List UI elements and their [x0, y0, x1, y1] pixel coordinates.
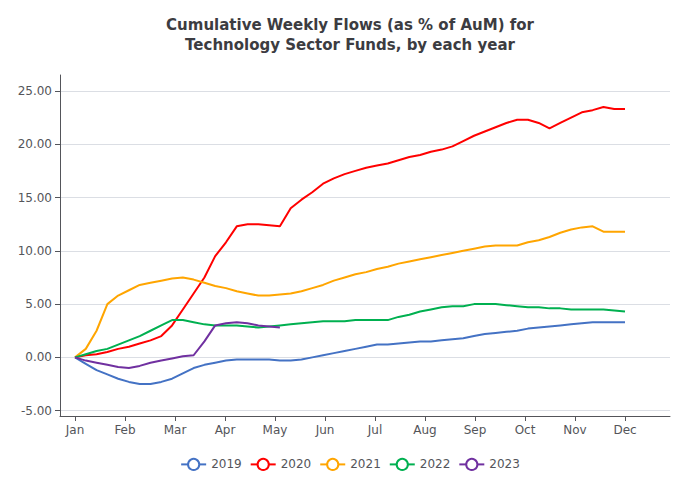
svg-text:Jun: Jun: [315, 423, 335, 437]
svg-text:2020: 2020: [281, 457, 312, 471]
svg-text:25.00: 25.00: [18, 84, 52, 98]
svg-text:May: May: [263, 423, 288, 437]
svg-text:Dec: Dec: [613, 423, 636, 437]
svg-text:Jan: Jan: [65, 423, 85, 437]
svg-text:Aug: Aug: [413, 423, 436, 437]
svg-text:Feb: Feb: [114, 423, 135, 437]
svg-text:Sep: Sep: [464, 423, 487, 437]
svg-text:Mar: Mar: [164, 423, 187, 437]
svg-text:5.00: 5.00: [25, 297, 52, 311]
svg-text:20.00: 20.00: [18, 137, 52, 151]
svg-text:Apr: Apr: [215, 423, 236, 437]
svg-text:2021: 2021: [350, 457, 381, 471]
svg-text:Oct: Oct: [515, 423, 536, 437]
svg-text:0.00: 0.00: [25, 350, 52, 364]
svg-text:2019: 2019: [211, 457, 242, 471]
svg-text:Technology Sector Funds, by ea: Technology Sector Funds, by each year: [185, 36, 515, 54]
svg-text:2022: 2022: [420, 457, 451, 471]
svg-text:Cumulative Weekly Flows (as %: Cumulative Weekly Flows (as % of AuM) fo…: [166, 16, 534, 34]
svg-text:Jul: Jul: [367, 423, 382, 437]
svg-text:-5.00: -5.00: [21, 404, 52, 418]
svg-text:Nov: Nov: [563, 423, 586, 437]
svg-text:15.00: 15.00: [18, 191, 52, 205]
svg-text:2023: 2023: [489, 457, 520, 471]
svg-text:10.00: 10.00: [18, 244, 52, 258]
